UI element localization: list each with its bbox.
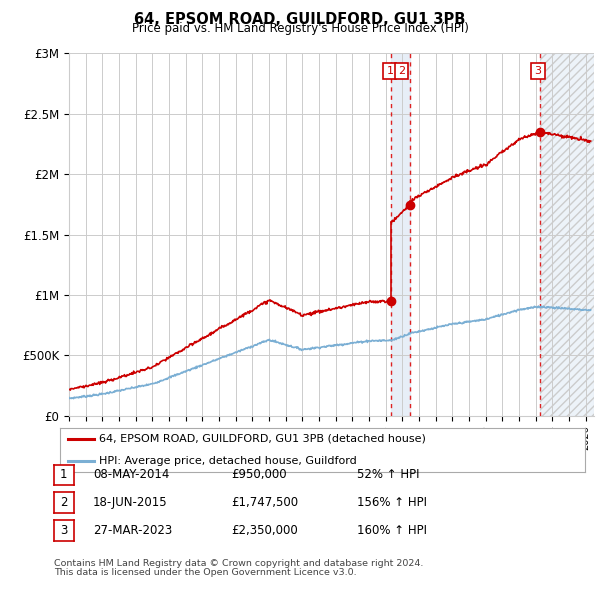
Text: 2: 2 [60, 496, 68, 509]
Text: Contains HM Land Registry data © Crown copyright and database right 2024.: Contains HM Land Registry data © Crown c… [54, 559, 424, 568]
Text: Price paid vs. HM Land Registry's House Price Index (HPI): Price paid vs. HM Land Registry's House … [131, 22, 469, 35]
Text: 1: 1 [60, 468, 68, 481]
Text: 156% ↑ HPI: 156% ↑ HPI [357, 496, 427, 509]
Text: £2,350,000: £2,350,000 [231, 524, 298, 537]
Text: 3: 3 [535, 66, 542, 76]
Text: This data is licensed under the Open Government Licence v3.0.: This data is licensed under the Open Gov… [54, 568, 356, 577]
Bar [539, 53, 594, 416]
Text: 52% ↑ HPI: 52% ↑ HPI [357, 468, 419, 481]
Text: 18-JUN-2015: 18-JUN-2015 [93, 496, 167, 509]
Text: 3: 3 [60, 524, 68, 537]
Text: HPI: Average price, detached house, Guildford: HPI: Average price, detached house, Guil… [100, 456, 357, 466]
Text: £950,000: £950,000 [231, 468, 287, 481]
Bar [539, 53, 594, 416]
Text: 64, EPSOM ROAD, GUILDFORD, GU1 3PB: 64, EPSOM ROAD, GUILDFORD, GU1 3PB [134, 12, 466, 27]
Bar [391, 53, 410, 416]
Text: 64, EPSOM ROAD, GUILDFORD, GU1 3PB (detached house): 64, EPSOM ROAD, GUILDFORD, GU1 3PB (deta… [100, 434, 426, 444]
Text: 2: 2 [398, 66, 405, 76]
Text: 27-MAR-2023: 27-MAR-2023 [93, 524, 172, 537]
Text: 1: 1 [386, 66, 394, 76]
Text: 08-MAY-2014: 08-MAY-2014 [93, 468, 169, 481]
Text: 160% ↑ HPI: 160% ↑ HPI [357, 524, 427, 537]
Text: £1,747,500: £1,747,500 [231, 496, 298, 509]
